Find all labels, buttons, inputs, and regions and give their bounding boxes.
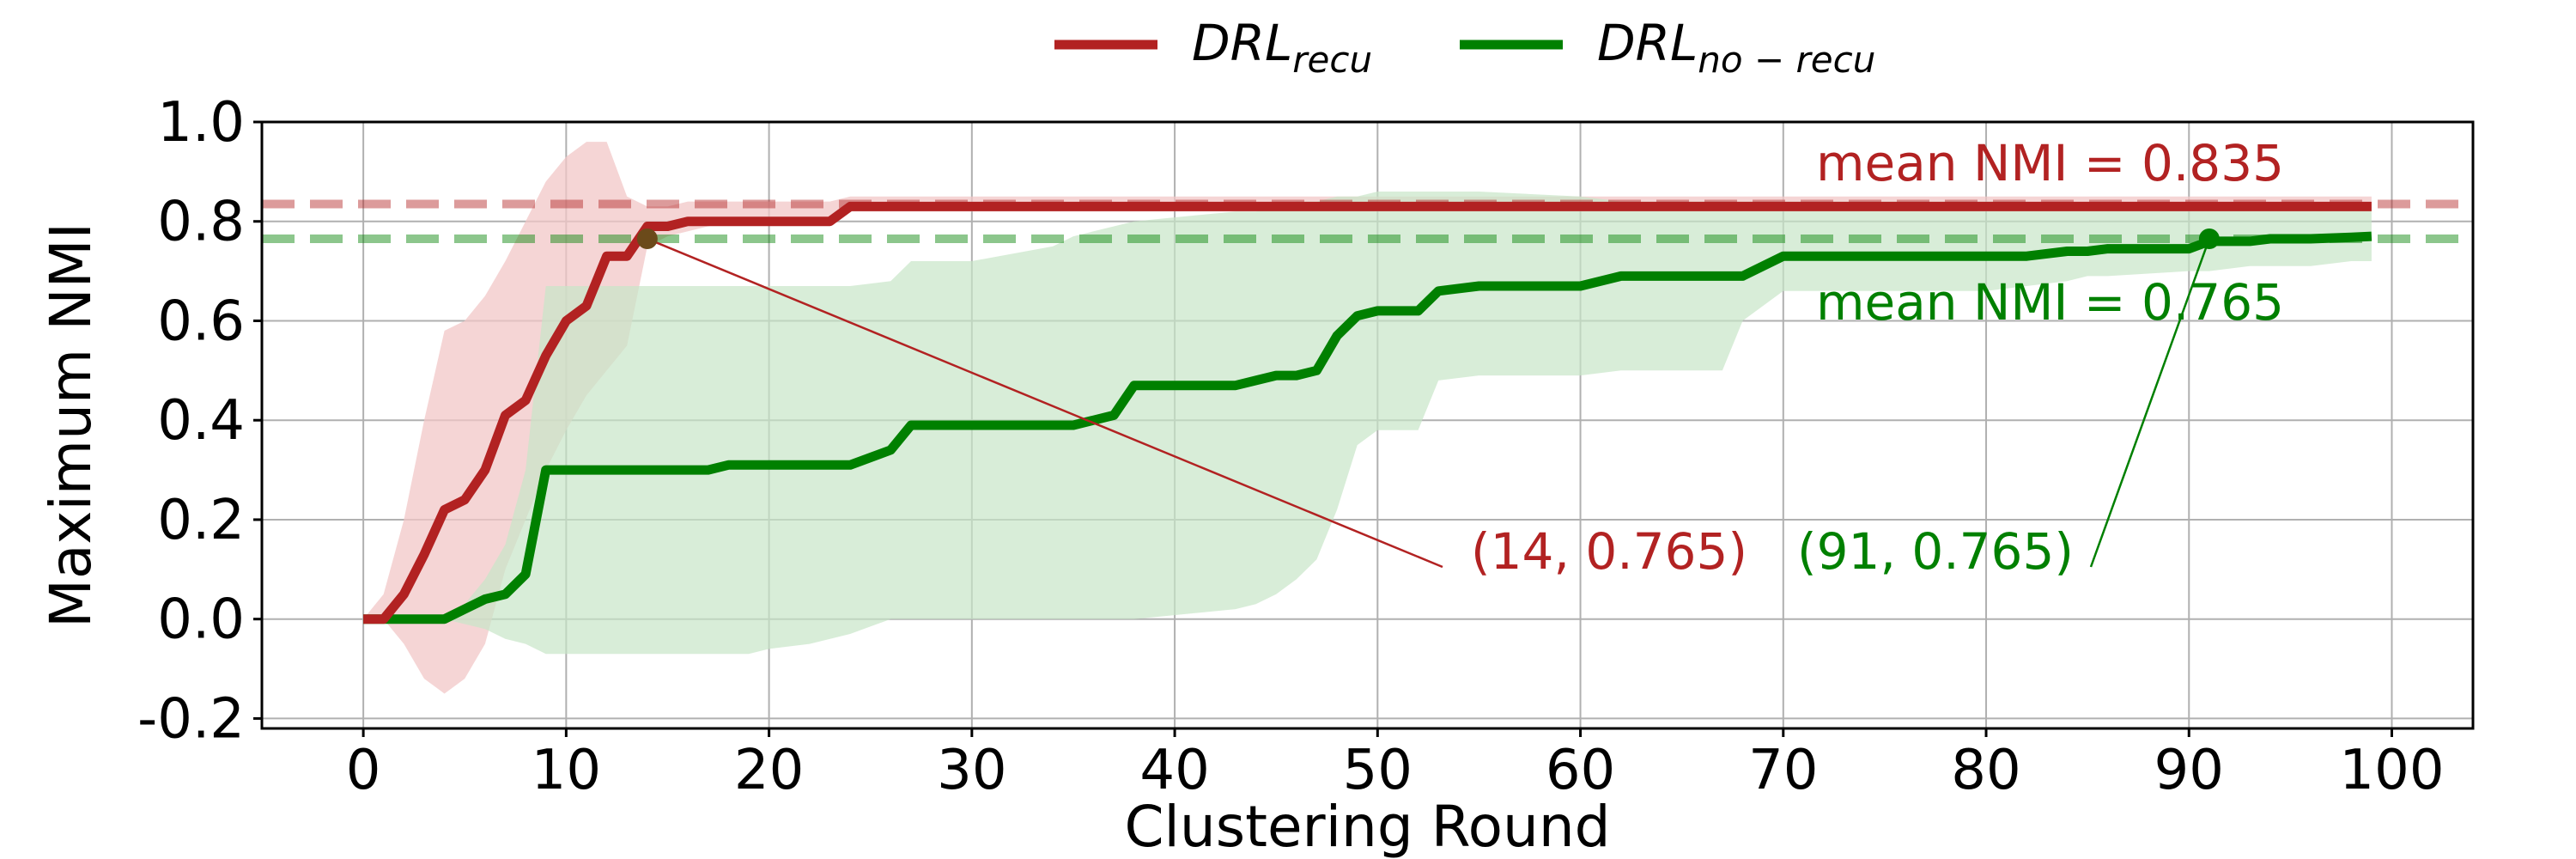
annotation-leader-no-recu — [2089, 238, 2211, 568]
legend-label-no-recu: DRLno − recu — [1597, 14, 1875, 81]
x-tick-label: 100 — [2339, 739, 2444, 802]
x-tick-label: 0 — [346, 739, 381, 802]
x-tick-label: 40 — [1139, 739, 1209, 802]
annotation-point-no-recu — [2198, 228, 2220, 249]
y-tick-label: -0.2 — [137, 687, 245, 751]
x-axis-label: Clustering Round — [1124, 794, 1610, 859]
y-tick-label: 0.8 — [157, 191, 245, 254]
series-lines — [363, 201, 2372, 624]
y-tick-label: 1.0 — [157, 91, 245, 155]
y-tick-label: 0.6 — [157, 289, 245, 353]
annotations: mean NMI = 0.835 (14, 0.765) mean NMI = 0.… — [636, 134, 2284, 581]
mean-nmi-label-recu: mean NMI = 0.835 — [1816, 134, 2284, 192]
plot-frame — [260, 120, 2475, 730]
x-tick-label: 90 — [2154, 739, 2224, 802]
y-tick-label: 0.4 — [157, 389, 245, 453]
series-line-recu — [363, 201, 2372, 624]
confidence-band-recu — [363, 142, 2372, 694]
y-tick-label: 0.2 — [157, 489, 245, 552]
legend-label-recu: DRLrecu — [1192, 14, 1372, 81]
series-line-no-recu — [363, 231, 2372, 624]
confidence-band-no-recu — [363, 192, 2372, 655]
x-tick-label: 30 — [937, 739, 1006, 802]
legend-subscript-recu: recu — [1292, 39, 1372, 81]
annotation-label-no-recu: (91, 0.765) — [1797, 522, 2074, 581]
confidence-bands — [363, 142, 2372, 694]
x-tick-label: 20 — [734, 739, 804, 802]
axis-ticks: 0 10 20 30 40 50 60 70 80 90 100 -0.2 0.0 0.2 0.4 0.6 0.… — [137, 91, 2444, 802]
annotation-label-recu: (14, 0.765) — [1471, 522, 1747, 581]
x-tick-label: 50 — [1343, 739, 1413, 802]
x-tick-label: 70 — [1748, 739, 1818, 802]
y-tick-label: 0.0 — [157, 588, 245, 652]
mean-nmi-label-no-recu: mean NMI = 0.765 — [1816, 273, 2284, 332]
legend-subscript-no-recu: no − recu — [1698, 39, 1875, 81]
x-tick-label: 80 — [1951, 739, 2020, 802]
legend: DRLrecu DRLno − recu — [1054, 14, 1875, 81]
x-tick-label: 60 — [1546, 739, 1615, 802]
annotation-point-recu — [636, 228, 658, 249]
x-tick-label: 10 — [532, 739, 601, 802]
y-axis-label: Maximum NMI — [38, 222, 104, 628]
annotation-leader-recu — [647, 237, 1443, 569]
